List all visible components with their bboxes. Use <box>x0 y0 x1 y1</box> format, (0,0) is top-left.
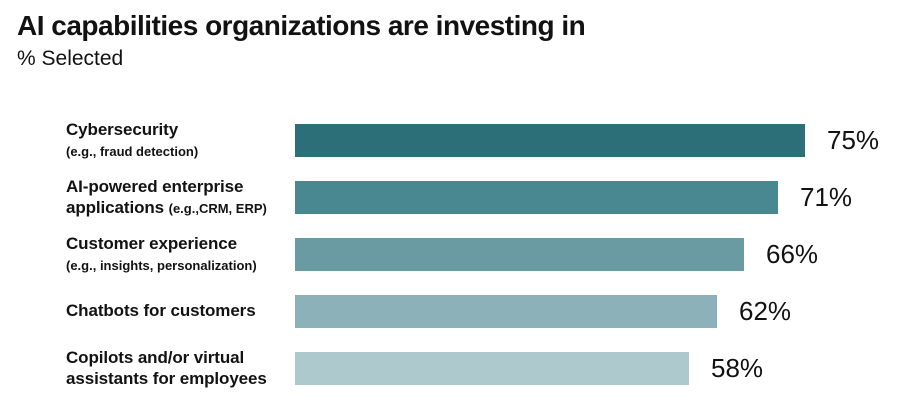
category-label-line: Copilots and/or virtual <box>66 348 295 368</box>
category-label-text: Chatbots for customers <box>66 301 256 321</box>
bar <box>295 295 717 328</box>
bar-row: AI-powered enterprise applications (e.g.,… <box>0 169 900 226</box>
category-label-text: assistants for employees <box>66 368 267 388</box>
bar-row: Copilots and/or virtual assistants for em… <box>0 340 900 397</box>
bar <box>295 181 778 214</box>
category-label-line: Cybersecurity <box>66 120 295 140</box>
category-label-line: (e.g., insights, personalization) <box>66 255 295 275</box>
category-label-text: Customer experience <box>66 234 238 254</box>
category-label: Customer experience (e.g., insights, pers… <box>66 234 295 275</box>
category-label-line: applications (e.g.,CRM, ERP) <box>66 198 295 218</box>
category-label-text: applications <box>66 197 169 217</box>
category-label-line: (e.g., fraud detection) <box>66 141 295 161</box>
bar <box>295 124 805 157</box>
chart-header: AI capabilities organizations are invest… <box>17 10 586 71</box>
bar <box>295 352 689 385</box>
category-label-line: Customer experience <box>66 234 295 254</box>
category-label: Cybersecurity (e.g., fraud detection) <box>66 120 295 161</box>
value-label: 71% <box>800 182 853 212</box>
chart-subtitle: % Selected <box>17 47 124 70</box>
category-sublabel-text: (e.g., fraud detection) <box>66 143 199 159</box>
category-sublabel-text: (e.g., insights, personalization) <box>66 257 257 273</box>
category-label-text: Cybersecurity <box>66 120 179 140</box>
bar <box>295 238 744 271</box>
bar-chart: Cybersecurity (e.g., fraud detection) 75%… <box>0 112 900 397</box>
category-label: Chatbots for customers <box>66 301 295 321</box>
category-label-text: Copilots and/or virtual <box>66 348 245 368</box>
category-sublabel-text: (e.g.,CRM, ERP) <box>168 200 267 216</box>
category-label-line: Chatbots for customers <box>66 301 295 321</box>
chart-title: AI capabilities organizations are invest… <box>17 10 586 41</box>
category-label-line: assistants for employees <box>66 369 295 389</box>
value-label: 62% <box>739 296 792 326</box>
value-label: 66% <box>766 239 819 269</box>
bar-row: Customer experience (e.g., insights, pers… <box>0 226 900 283</box>
category-label: AI-powered enterprise applications (e.g.,… <box>66 177 295 218</box>
bar-row: Cybersecurity (e.g., fraud detection) 75% <box>0 112 900 169</box>
category-label-text: AI-powered enterprise <box>66 177 244 197</box>
bar-row: Chatbots for customers 62% <box>0 283 900 340</box>
category-label-line: AI-powered enterprise <box>66 177 295 197</box>
value-label: 75% <box>827 125 880 155</box>
value-label: 58% <box>711 353 764 383</box>
category-label: Copilots and/or virtual assistants for em… <box>66 348 295 389</box>
